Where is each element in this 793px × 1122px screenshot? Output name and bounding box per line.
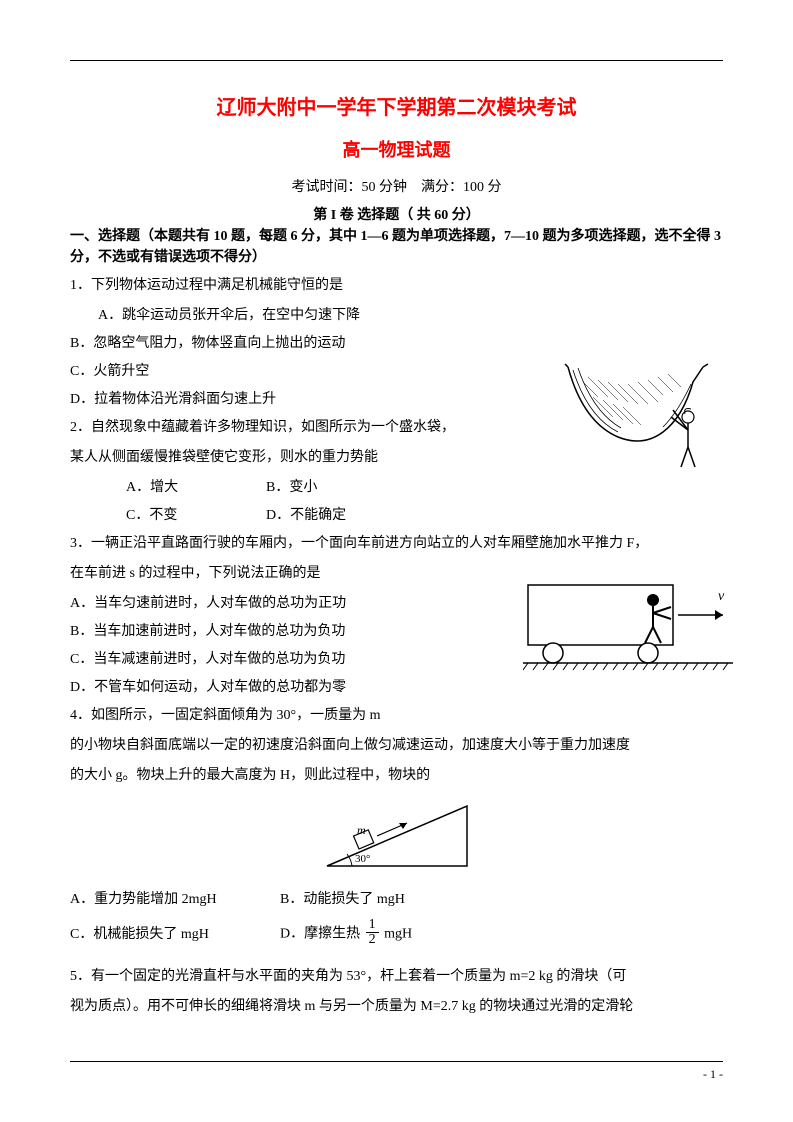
bottom-rule — [70, 1061, 723, 1062]
q4-option-d: D．摩擦生热 12 mgH — [280, 920, 412, 949]
q2-option-d: D．不能确定 — [266, 502, 346, 530]
q3-option-d: D．不管车如何运动，人对车做的总功都为零 — [70, 674, 723, 702]
q5-stem2: 视为质点）。用不可伸长的细绳将滑块 m 与另一个质量为 M=2.7 kg 的物块… — [70, 993, 723, 1021]
top-rule — [70, 60, 723, 61]
exam-info: 考试时间：50 分钟 满分：100 分 — [70, 176, 723, 196]
q2-options-row2: C．不变 D．不能确定 — [70, 502, 723, 530]
q5-stem: 5．有一个固定的光滑直杆与水平面的夹角为 53°，杆上套着一个质量为 m=2 k… — [70, 963, 723, 991]
q1-stem: 1．下列物体运动过程中满足机械能守恒的是 — [70, 272, 723, 300]
q4-option-b: B．动能损失了 mgH — [280, 886, 405, 914]
title-sub: 高一物理试题 — [70, 136, 723, 162]
q2-option-c: C．不变 — [126, 502, 266, 530]
q4-options-row1: A．重力势能增加 2mgH B．动能损失了 mgH — [70, 886, 723, 914]
page-number: - 1 - — [703, 1067, 723, 1082]
q2-option-b: B．变小 — [266, 474, 317, 502]
figure-water-bag — [563, 362, 713, 472]
q4-option-c: C．机械能损失了 mgH — [70, 921, 280, 949]
q4-option-d-post: mgH — [384, 927, 412, 942]
q4-stem2: 的小物块自斜面底端以一定的初速度沿斜面向上做匀减速运动，加速度大小等于重力加速度 — [70, 732, 723, 760]
q3-stem: 3．一辆正沿平直路面行驶的车厢内，一个面向车前进方向站立的人对车厢壁施加水平推力… — [70, 530, 723, 558]
incline-m-label: m — [357, 823, 366, 837]
q4-option-a: A．重力势能增加 2mgH — [70, 886, 280, 914]
q4-option-d-pre: D．摩擦生热 — [280, 927, 360, 942]
incline-angle-label: 30° — [355, 853, 370, 865]
q1-option-a: A．跳伞运动员张开伞后，在空中匀速下降 — [70, 302, 723, 330]
fraction-half: 12 — [366, 918, 379, 947]
q4-stem3: 的大小 g。物块上升的最大高度为 H，则此过程中，物块的 — [70, 762, 723, 790]
q4-options-row2: C．机械能损失了 mgH D．摩擦生热 12 mgH — [70, 920, 723, 949]
section-header: 第 I 卷 选择题（ 共 60 分） — [70, 204, 723, 224]
q1-option-b: B．忽略空气阻力，物体竖直向上抛出的运动 — [70, 330, 723, 358]
figure-incline: m 30° — [307, 796, 487, 876]
q4-stem: 4．如图所示，一固定斜面倾角为 30°，一质量为 m — [70, 702, 723, 730]
title-main: 辽师大附中一学年下学期第二次模块考试 — [70, 91, 723, 120]
q2-options-row1: A．增大 B．变小 — [70, 474, 723, 502]
truck-v-label: v — [718, 589, 725, 604]
figure-truck: v — [523, 575, 733, 675]
q2-option-a: A．增大 — [126, 474, 266, 502]
instructions: 一、选择题（本题共有 10 题，每题 6 分，其中 1—6 题为单项选择题，7—… — [70, 226, 723, 268]
